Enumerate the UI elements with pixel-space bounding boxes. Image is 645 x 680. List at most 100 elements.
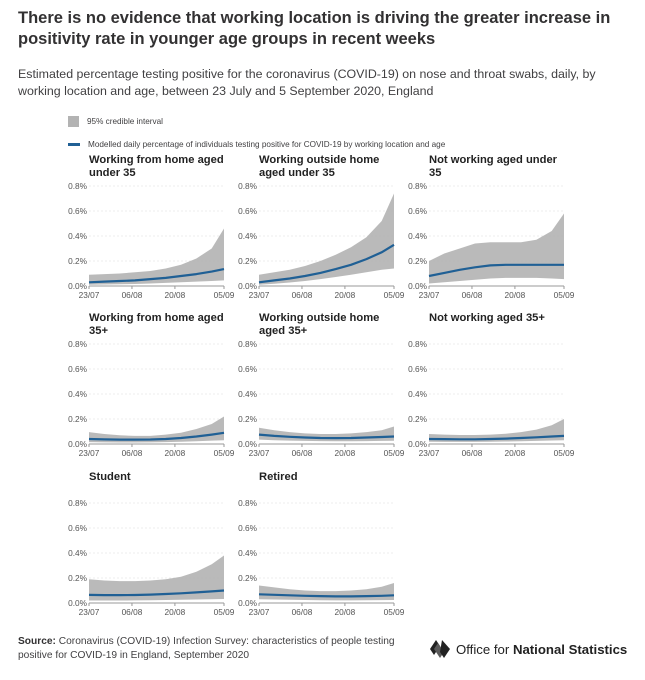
- modelled-line: [88, 589, 225, 597]
- legend-line-swatch: [68, 143, 80, 146]
- panel-title-line: 35: [429, 167, 441, 179]
- y-tick-label: 0.4%: [68, 548, 88, 558]
- legend-interval-label: 95% credible interval: [87, 117, 164, 126]
- panel-6: Not working aged 35+ 0.0% 0.2% 0.4% 0.6% 0.8%…: [408, 312, 575, 458]
- panel-2: Working outside home aged under 35 0.0% 0.2…: [238, 154, 405, 300]
- modelled-line: [428, 263, 564, 278]
- y-tick-label: 0.8%: [238, 181, 258, 191]
- ons-logo-text: Office for National Statistics: [456, 641, 628, 657]
- y-tick-label: 0.4%: [68, 389, 88, 399]
- source-note: Source: Coronavirus (COVID-19) Infection…: [18, 635, 418, 663]
- y-tick-label: 0.2%: [68, 573, 88, 583]
- x-tick-label: 05/09: [384, 607, 405, 617]
- x-tick-label: 06/08: [292, 290, 313, 300]
- y-tick-label: 0.2%: [68, 256, 88, 266]
- y-tick-label: 0.6%: [68, 206, 88, 216]
- panel-title-line: Not working aged 35+: [429, 312, 545, 324]
- panel-title: Not working aged under 35: [429, 154, 558, 179]
- y-tick-label: 0.2%: [68, 414, 88, 424]
- legend-interval: 95% credible interval: [68, 116, 163, 127]
- panel-title-line: Working from home aged: [89, 312, 224, 324]
- panel-5: Working outside home aged 35+ 0.0% 0.2% 0.4%…: [238, 312, 405, 458]
- x-tick-label: 05/09: [384, 448, 405, 458]
- y-tick-label: 0.6%: [68, 523, 88, 533]
- y-tick-label: 0.6%: [408, 364, 428, 374]
- x-tick-label: 06/08: [462, 290, 483, 300]
- y-tick-label: 0.0%: [238, 281, 258, 291]
- y-tick-label: 0.6%: [238, 523, 258, 533]
- panel-title: Student: [89, 471, 131, 483]
- panel-title: Working outside home aged under 35: [259, 154, 379, 179]
- small-multiples-chart: Working from home aged under 35 0.0% 0.2% 0.…: [68, 154, 575, 617]
- x-tick-label: 05/09: [214, 290, 235, 300]
- modelled-line: [88, 268, 225, 284]
- x-tick-label: 23/07: [419, 448, 440, 458]
- modelled-line: [258, 433, 395, 440]
- x-tick-label: 20/08: [165, 290, 186, 300]
- panel-title-line: 35+: [89, 325, 108, 337]
- x-tick-label: 20/08: [165, 448, 186, 458]
- y-tick-label: 0.4%: [238, 389, 258, 399]
- y-tick-label: 0.0%: [408, 439, 428, 449]
- x-tick-label: 20/08: [505, 290, 526, 300]
- panel-title: Retired: [259, 471, 298, 483]
- panel-title-line: aged under 35: [259, 167, 335, 179]
- panel-title-line: Retired: [259, 471, 298, 483]
- y-tick-label: 0.0%: [68, 598, 88, 608]
- credible-interval-band: [89, 555, 224, 601]
- panel-4: Working from home aged 35+ 0.0% 0.2% 0.4% 0.6…: [68, 312, 235, 458]
- panel-title-line: Not working aged under: [429, 154, 558, 166]
- ons-logo-icon: [430, 640, 450, 658]
- panel-title: Working from home aged 35+: [89, 312, 224, 337]
- panel-title: Working outside home aged 35+: [259, 312, 379, 337]
- panel-1: Working from home aged under 35 0.0% 0.2% 0.…: [68, 154, 235, 300]
- panel-7: Student 0.0% 0.2% 0.4% 0.6% 0.8% 23/07 06/08 20/…: [68, 471, 235, 617]
- x-tick-label: 20/08: [335, 448, 356, 458]
- y-tick-label: 0.4%: [408, 389, 428, 399]
- x-tick-label: 05/09: [214, 607, 235, 617]
- y-tick-label: 0.6%: [238, 364, 258, 374]
- y-tick-label: 0.2%: [408, 414, 428, 424]
- credible-interval-band: [429, 213, 564, 284]
- ons-logo: Office for National Statistics: [430, 640, 627, 658]
- y-tick-label: 0.4%: [238, 231, 258, 241]
- x-tick-label: 23/07: [419, 290, 440, 300]
- x-tick-label: 06/08: [122, 448, 143, 458]
- modelled-line: [258, 243, 395, 284]
- panel-title-line: Student: [89, 471, 131, 483]
- y-tick-label: 0.2%: [238, 256, 258, 266]
- x-tick-label: 23/07: [249, 448, 270, 458]
- y-tick-label: 0.2%: [238, 573, 258, 583]
- x-tick-label: 06/08: [462, 448, 483, 458]
- y-tick-label: 0.0%: [408, 281, 428, 291]
- x-tick-label: 06/08: [122, 607, 143, 617]
- y-tick-label: 0.8%: [408, 339, 428, 349]
- x-tick-label: 23/07: [79, 607, 100, 617]
- x-tick-label: 23/07: [79, 448, 100, 458]
- panel-title-line: Working outside home: [259, 312, 379, 324]
- y-tick-label: 0.8%: [238, 339, 258, 349]
- x-tick-label: 20/08: [505, 448, 526, 458]
- panel-title-line: under 35: [89, 167, 136, 179]
- source-label: Source:: [18, 636, 56, 647]
- y-tick-label: 0.8%: [408, 181, 428, 191]
- chart-title: There is no evidence that working locati…: [18, 9, 611, 48]
- x-tick-label: 23/07: [249, 607, 270, 617]
- y-tick-label: 0.6%: [408, 206, 428, 216]
- panel-8: Retired 0.0% 0.2% 0.4% 0.6% 0.8% 23/07 06/08 20/…: [238, 471, 405, 617]
- x-tick-label: 06/08: [292, 448, 313, 458]
- credible-interval-band: [259, 583, 394, 601]
- y-tick-label: 0.0%: [238, 598, 258, 608]
- x-tick-label: 20/08: [335, 290, 356, 300]
- y-tick-label: 0.8%: [238, 498, 258, 508]
- y-tick-label: 0.6%: [238, 206, 258, 216]
- y-tick-label: 0.4%: [238, 548, 258, 558]
- y-tick-label: 0.8%: [68, 498, 88, 508]
- panel-3: Not working aged under 35 0.0% 0.2% 0.4% 0.6%…: [408, 154, 575, 300]
- x-tick-label: 05/09: [554, 290, 575, 300]
- x-tick-label: 23/07: [249, 290, 270, 300]
- panel-title: Not working aged 35+: [429, 312, 545, 324]
- panel-title-line: aged 35+: [259, 325, 308, 337]
- x-tick-label: 05/09: [384, 290, 405, 300]
- x-tick-label: 06/08: [122, 290, 143, 300]
